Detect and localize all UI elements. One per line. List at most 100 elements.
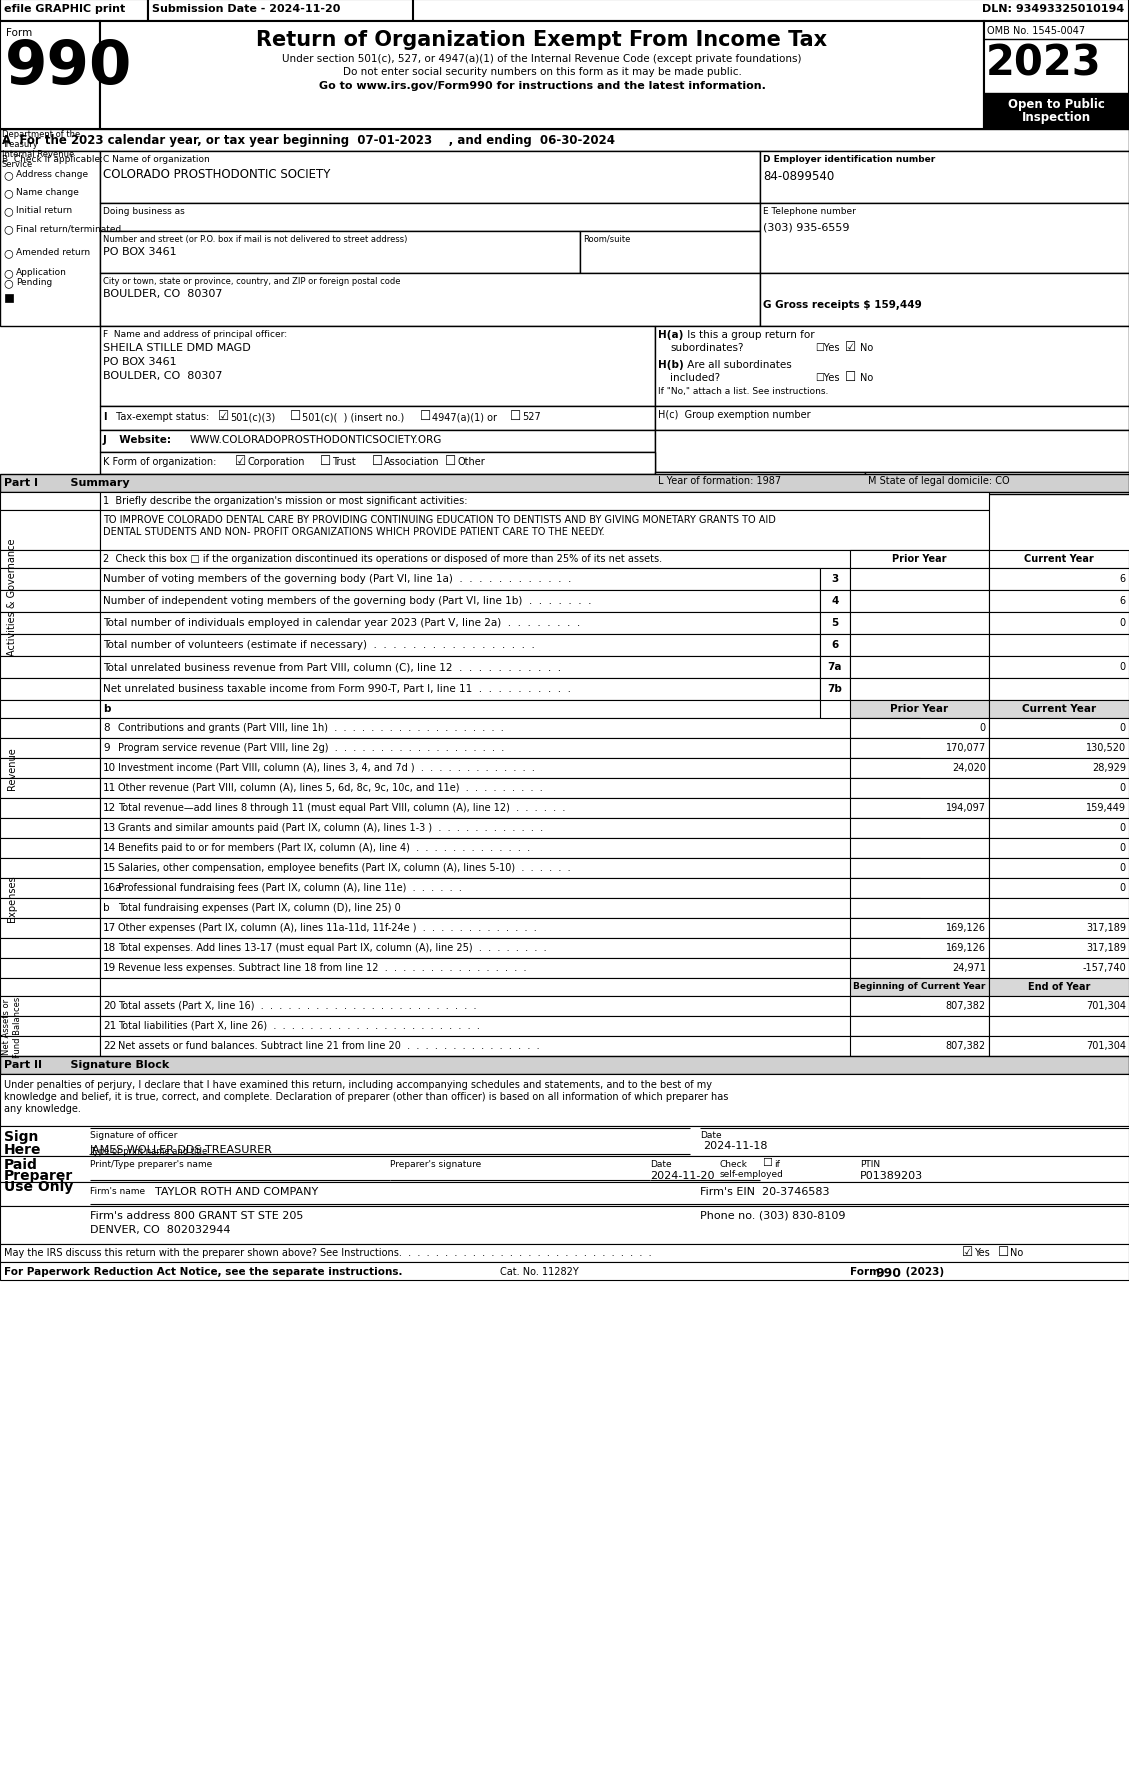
Text: JAMES WOLLER DDS TREASURER: JAMES WOLLER DDS TREASURER (90, 1144, 273, 1155)
Text: 11: 11 (103, 782, 116, 793)
Text: BOULDER, CO  80307: BOULDER, CO 80307 (103, 289, 222, 299)
Text: ☐: ☐ (320, 454, 331, 467)
Bar (850, 718, 989, 738)
Text: PO BOX 3461: PO BOX 3461 (103, 356, 176, 367)
Text: Activities & Governance: Activities & Governance (7, 538, 17, 656)
Text: Professional fundraising fees (Part IX, column (A), line 11e)  .  .  .  .  .  .: Professional fundraising fees (Part IX, … (119, 882, 462, 893)
Bar (989, 1016, 1129, 1037)
Text: F  Name and address of principal officer:: F Name and address of principal officer: (103, 330, 287, 339)
Bar (100, 839, 920, 859)
Text: H(b): H(b) (658, 360, 684, 371)
Text: BOULDER, CO  80307: BOULDER, CO 80307 (103, 371, 222, 381)
Bar (850, 1016, 989, 1037)
Text: Investment income (Part VIII, column (A), lines 3, 4, and 7d )  .  .  .  .  .  .: Investment income (Part VIII, column (A)… (119, 763, 535, 773)
Bar (100, 779, 920, 798)
Text: Is this a group return for: Is this a group return for (684, 330, 815, 340)
Bar (100, 590, 820, 613)
Bar (0, 779, 100, 798)
Bar (100, 1016, 920, 1037)
Text: I: I (103, 412, 106, 422)
Bar (0, 959, 100, 978)
Bar (100, 406, 655, 431)
Bar (760, 274, 1129, 326)
Bar (0, 590, 100, 613)
Bar (0, 613, 100, 634)
Bar (100, 959, 920, 978)
Text: Initial return: Initial return (16, 207, 72, 216)
Text: 0: 0 (1120, 722, 1126, 732)
Bar (0, 1157, 1129, 1181)
Text: Total assets (Part X, line 16)  .  .  .  .  .  .  .  .  .  .  .  .  .  .  .  .  : Total assets (Part X, line 16) . . . . .… (119, 1000, 476, 1010)
Bar (989, 959, 1129, 978)
Text: 0: 0 (1120, 843, 1126, 852)
Bar (0, 1037, 100, 1057)
Text: 317,189: 317,189 (1086, 923, 1126, 932)
Text: Phone no. (303) 830-8109: Phone no. (303) 830-8109 (700, 1210, 846, 1221)
Bar (850, 568, 989, 590)
Text: 159,449: 159,449 (1086, 802, 1126, 813)
Bar (100, 996, 920, 1016)
Bar (0, 1206, 1129, 1244)
Text: 6: 6 (1120, 595, 1126, 606)
Bar (850, 700, 989, 718)
Bar (850, 779, 989, 798)
Text: For Paperwork Reduction Act Notice, see the separate instructions.: For Paperwork Reduction Act Notice, see … (5, 1267, 403, 1276)
Text: If "No," attach a list. See instructions.: If "No," attach a list. See instructions… (658, 387, 829, 396)
Text: ○: ○ (3, 225, 12, 233)
Bar (850, 551, 989, 568)
Text: Tax-exempt status:: Tax-exempt status: (113, 412, 209, 422)
Text: Final return/terminated: Final return/terminated (16, 225, 121, 233)
Text: Paid: Paid (5, 1157, 38, 1171)
Text: Prior Year: Prior Year (892, 554, 946, 563)
Bar (0, 551, 100, 568)
Bar (100, 700, 820, 718)
Text: ☐: ☐ (290, 410, 301, 422)
Text: 3: 3 (831, 574, 839, 584)
Text: Other revenue (Part VIII, column (A), lines 5, 6d, 8c, 9c, 10c, and 11e)  .  .  : Other revenue (Part VIII, column (A), li… (119, 782, 543, 793)
Bar (0, 978, 100, 996)
Text: Summary: Summary (55, 478, 130, 488)
Bar (0, 759, 100, 779)
Text: Prior Year: Prior Year (890, 704, 948, 713)
Text: Open to Public: Open to Public (1007, 98, 1104, 110)
Bar (989, 839, 1129, 859)
Bar (0, 474, 1129, 494)
Bar (100, 203, 760, 232)
Text: Form: Form (850, 1267, 884, 1276)
Text: ☐: ☐ (445, 454, 456, 467)
Text: Do not enter social security numbers on this form as it may be made public.: Do not enter social security numbers on … (342, 68, 742, 77)
Bar (100, 798, 920, 818)
Bar (100, 759, 920, 779)
Text: Total expenses. Add lines 13-17 (must equal Part IX, column (A), line 25)  .  . : Total expenses. Add lines 13-17 (must eq… (119, 943, 546, 952)
Bar (0, 839, 100, 859)
Bar (0, 1126, 1129, 1157)
Bar (0, 859, 100, 879)
Text: Other: Other (457, 456, 484, 467)
Text: Doing business as: Doing business as (103, 207, 185, 216)
Text: 2  Check this box □ if the organization discontinued its operations or disposed : 2 Check this box □ if the organization d… (103, 554, 662, 563)
Text: 0: 0 (1120, 618, 1126, 627)
Bar (989, 879, 1129, 898)
Text: 1  Briefly describe the organization's mission or most significant activities:: 1 Briefly describe the organization's mi… (103, 495, 467, 506)
Bar (0, 1075, 1129, 1126)
Bar (0, 718, 100, 738)
Bar (850, 798, 989, 818)
Bar (655, 406, 1129, 431)
Text: Part I: Part I (5, 478, 38, 488)
Text: Expenses: Expenses (7, 875, 17, 921)
Bar (850, 613, 989, 634)
Text: any knowledge.: any knowledge. (5, 1103, 81, 1114)
Bar (984, 21, 1129, 130)
Text: 2024-11-18: 2024-11-18 (703, 1140, 768, 1151)
Bar (989, 1037, 1129, 1057)
Bar (850, 759, 989, 779)
Text: Current Year: Current Year (1022, 704, 1096, 713)
Bar (0, 898, 100, 918)
Bar (100, 978, 920, 996)
Text: Corporation: Corporation (248, 456, 306, 467)
Text: 527: 527 (522, 412, 541, 422)
Bar (100, 274, 760, 326)
Text: 990: 990 (5, 37, 132, 96)
Bar (820, 634, 850, 656)
Text: No: No (860, 372, 873, 383)
